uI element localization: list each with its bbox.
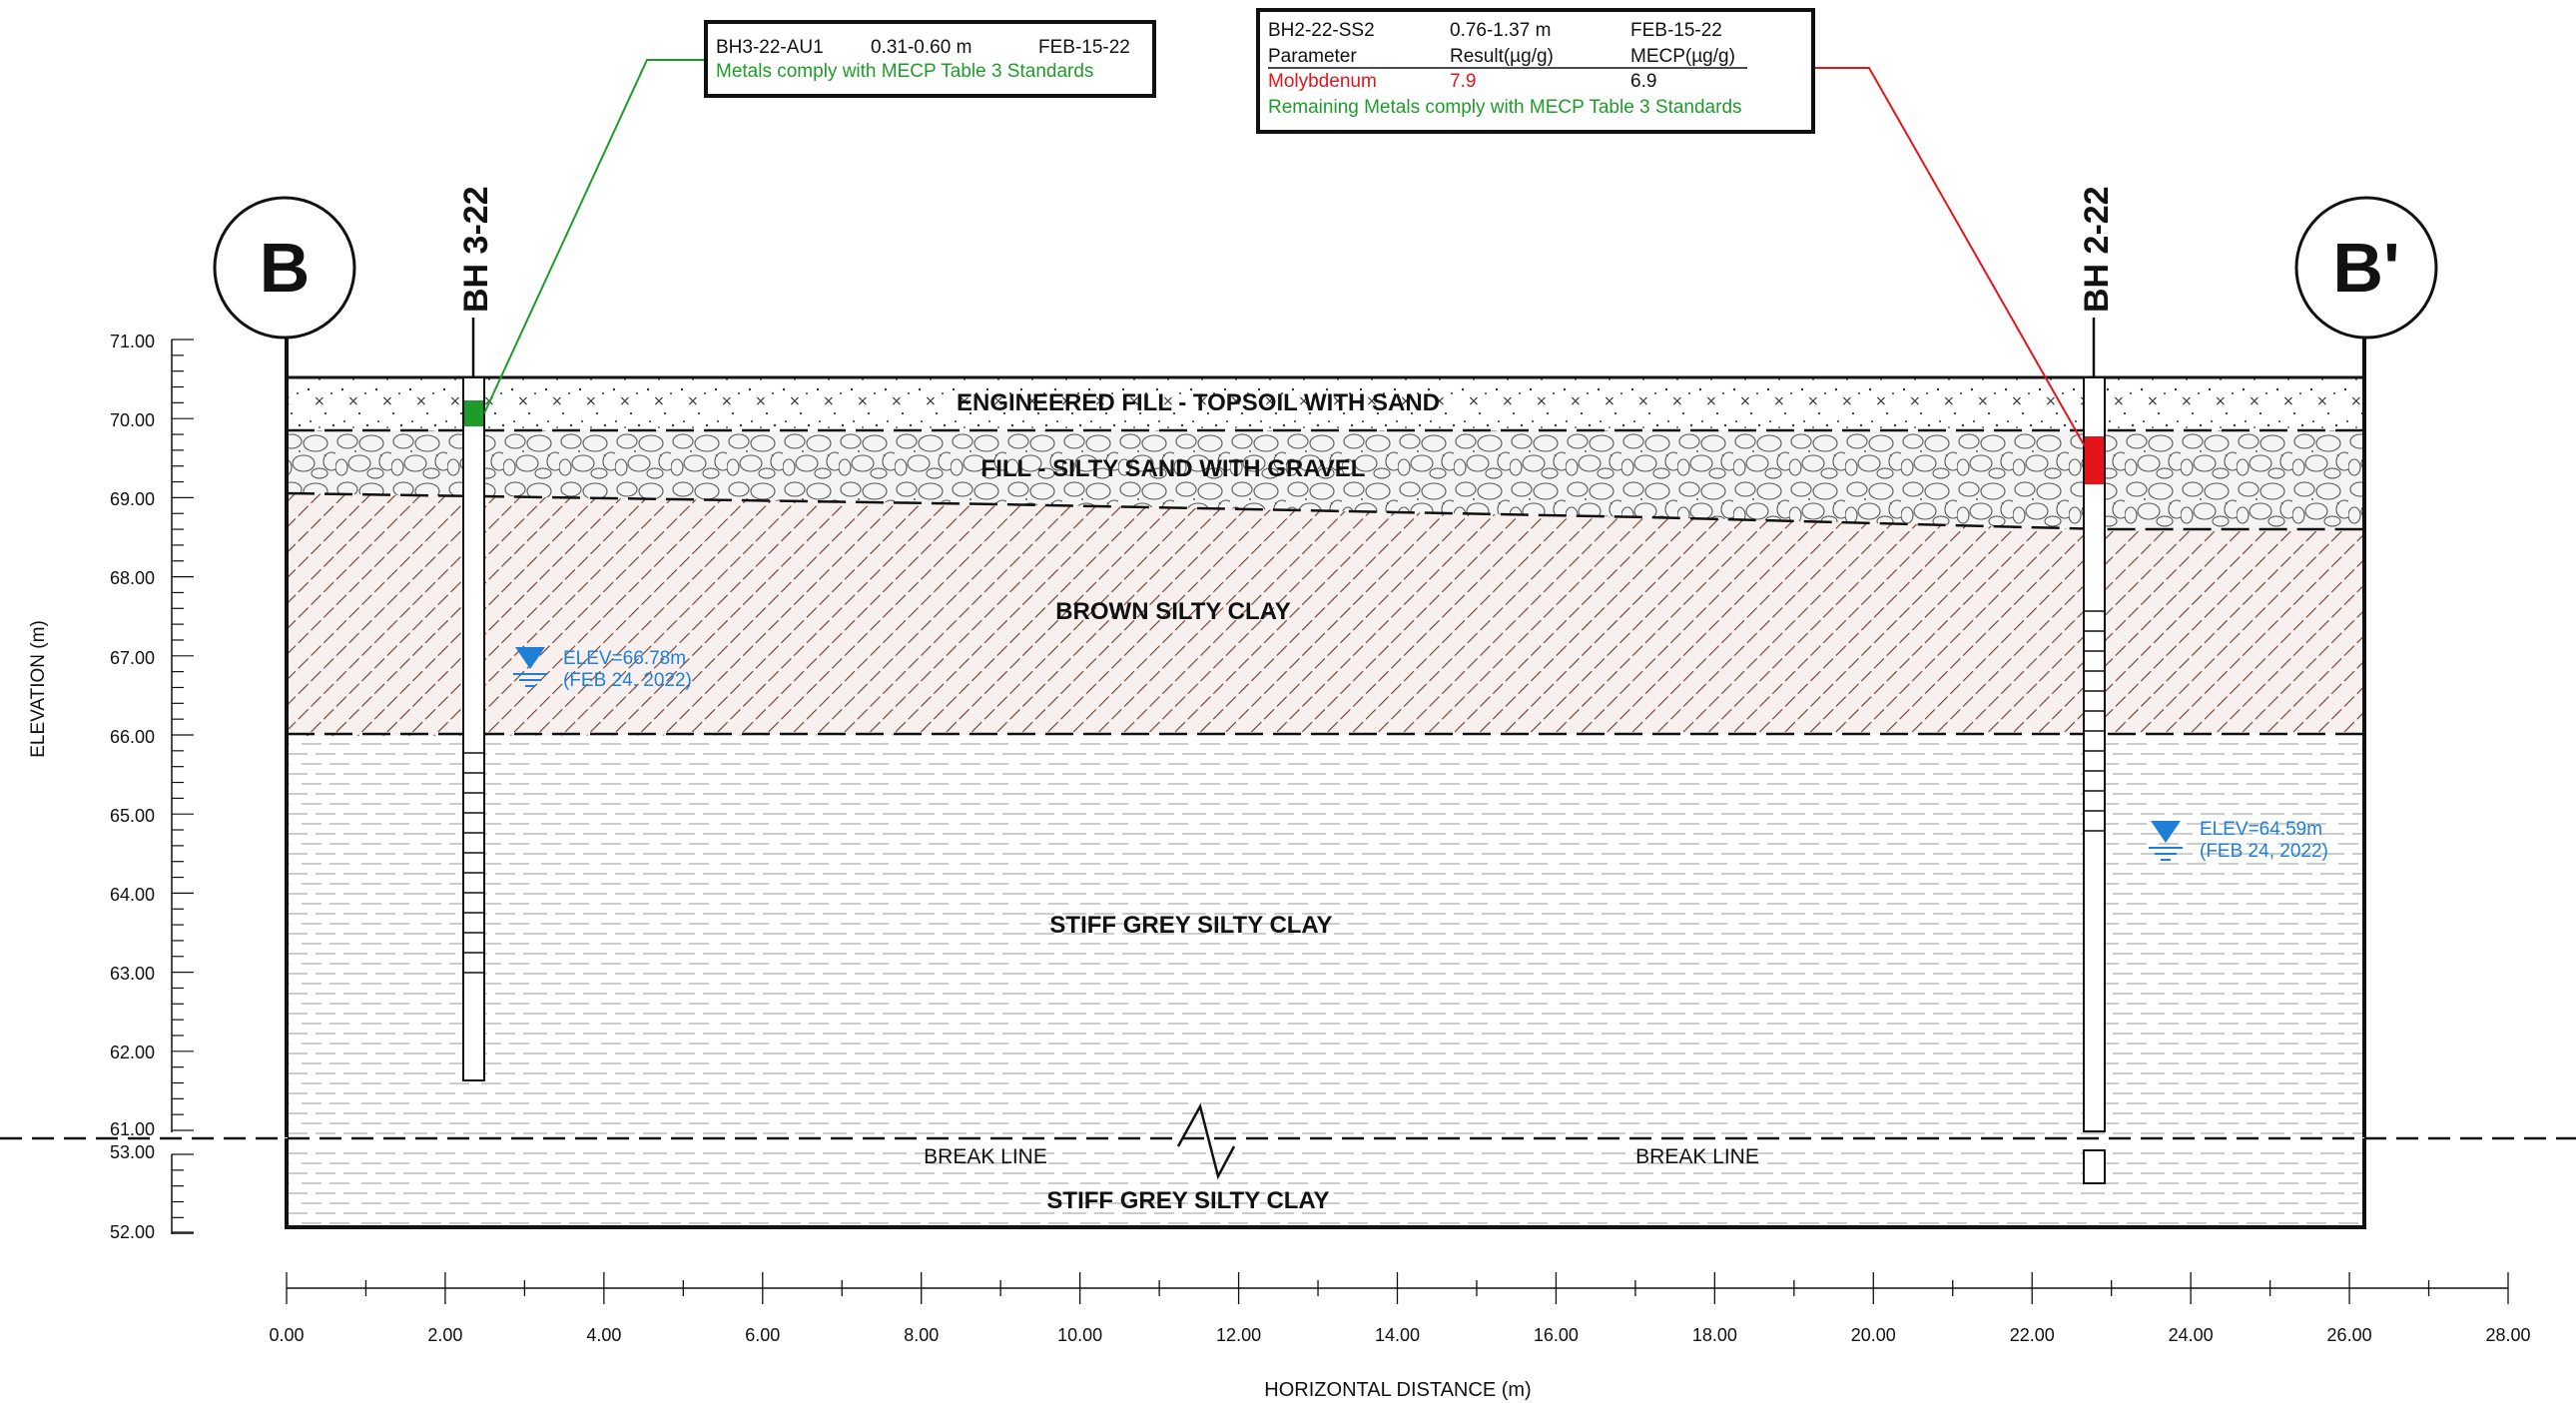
callout-bh2-sample: BH2-22-SS2 <box>1268 20 1375 41</box>
callout-bh2: BH2-22-SS2 0.76-1.37 m FEB-15-22 Paramet… <box>1256 8 1815 134</box>
x-tick-label: 6.00 <box>745 1325 780 1345</box>
x-tick-label: 12.00 <box>1216 1325 1261 1345</box>
callout-bh2-standard: 6.9 <box>1630 71 1656 92</box>
bh2-lower-segment <box>2083 1149 2106 1184</box>
water-level-bh3: ELEV=66.78m (FEB 24, 2022) <box>513 647 692 691</box>
y-axis: 71.00 70.00 69.00 68.00 67.00 66.00 65.0… <box>28 332 194 1242</box>
layer-label-topsoil: ENGINEERED FILL - TOPSOIL WITH SAND <box>957 389 1440 416</box>
water-level-bh3-elev: ELEV=66.78m <box>563 648 686 669</box>
brown-clay-layer <box>287 493 2364 736</box>
x-tick-label: 2.00 <box>427 1325 462 1345</box>
break-symbol <box>1176 1102 1236 1180</box>
x-tick-label: 18.00 <box>1692 1325 1737 1345</box>
borehole-bh3-22 <box>462 318 485 1081</box>
layer-label-brown-clay: BROWN SILTY CLAY <box>1055 598 1291 625</box>
bh2-label: BH 2-22 <box>2078 186 2116 313</box>
callout-bh2-depth: 0.76-1.37 m <box>1450 20 1551 41</box>
y-tick-label: 67.00 <box>110 648 155 668</box>
water-level-bh2-date: (FEB 24, 2022) <box>2200 841 2328 862</box>
y-tick-label: 64.00 <box>110 885 155 905</box>
callout-bh2-param: Molybdenum <box>1268 71 1377 92</box>
boundary-fill-brown <box>286 491 2364 531</box>
bh3-sample-marker <box>464 400 483 426</box>
bh3-label: BH 3-22 <box>457 186 495 313</box>
x-tick-label: 16.00 <box>1534 1325 1579 1345</box>
x-tick-label: 8.00 <box>904 1325 939 1345</box>
x-tick-label: 28.00 <box>2485 1325 2530 1345</box>
water-table-icon <box>2151 821 2181 843</box>
leader-line-bh3 <box>483 59 705 414</box>
callout-bh3: BH3-22-AU1 0.31-0.60 m FEB-15-22 Metals … <box>704 20 1156 98</box>
y-tick-label: 65.00 <box>110 806 155 826</box>
bh3-piezometer-screen <box>463 752 484 974</box>
y-tick-label: 53.00 <box>110 1142 155 1162</box>
y-tick-label: 70.00 <box>110 410 155 430</box>
layer-label-fill: FILL - SILTY SAND WITH GRAVEL <box>981 455 1366 482</box>
callout-bh3-sample: BH3-22-AU1 <box>716 37 824 58</box>
topsoil-layer <box>287 377 2364 430</box>
callout-bh2-result: 7.9 <box>1450 71 1476 92</box>
y-tick-label: 71.00 <box>110 332 155 351</box>
y-axis-title: ELEVATION (m) <box>28 620 49 758</box>
x-tick-label: 24.00 <box>2169 1325 2214 1345</box>
break-gap <box>150 1137 2576 1150</box>
x-axis-title: HORIZONTAL DISTANCE (m) <box>1264 1379 1531 1401</box>
bh2-sample-marker <box>2085 436 2104 484</box>
y-tick-label: 66.00 <box>110 727 155 747</box>
x-tick-label: 14.00 <box>1375 1325 1420 1345</box>
water-level-bh2-elev: ELEV=64.59m <box>2200 819 2322 840</box>
section-marker-left-label: B <box>260 229 311 307</box>
callout-bh2-col1-header: Parameter <box>1268 46 1357 67</box>
callout-bh2-col2-header: Result(µg/g) <box>1450 46 1554 67</box>
y-tick-label: 69.00 <box>110 489 155 509</box>
callout-bh2-date: FEB-15-22 <box>1630 20 1722 41</box>
x-tick-label: 26.00 <box>2327 1325 2372 1345</box>
break-line-label-left: BREAK LINE <box>924 1145 1047 1168</box>
callout-bh3-depth: 0.31-0.60 m <box>871 37 971 58</box>
callout-bh3-note: Metals comply with MECP Table 3 Standard… <box>716 61 1093 82</box>
gravel-fill-layer <box>287 430 2364 529</box>
y-tick-label: 61.00 <box>110 1119 155 1139</box>
borehole-bh2-22 <box>2083 318 2106 1184</box>
callout-bh2-col3-header: MECP(µg/g) <box>1630 46 1735 67</box>
y-tick-label: 63.00 <box>110 964 155 984</box>
layer-label-grey-clay-lower: STIFF GREY SILTY CLAY <box>1046 1187 1329 1214</box>
callout-bh3-date: FEB-15-22 <box>1038 37 1130 58</box>
section-marker-right-label: B' <box>2332 229 2399 307</box>
section-marker-right: B' <box>2294 196 2438 340</box>
x-tick-label: 20.00 <box>1851 1325 1896 1345</box>
x-axis: 0.00 2.00 4.00 6.00 8.00 10.00 12.00 14.00 16.00… <box>269 1272 2531 1401</box>
y-tick-label: 62.00 <box>110 1043 155 1062</box>
break-line-label-right: BREAK LINE <box>1635 1145 1759 1168</box>
water-level-bh2: ELEV=64.59m (FEB 24, 2022) <box>2149 819 2328 862</box>
water-level-bh3-date: (FEB 24, 2022) <box>563 670 692 691</box>
grey-clay-layer-lower <box>287 1150 2364 1228</box>
callout-bh2-note: Remaining Metals comply with MECP Table … <box>1268 97 1742 118</box>
leader-line-bh2 <box>1813 67 2086 447</box>
section-marker-left: B <box>213 196 356 340</box>
bh2-piezometer-screen <box>2084 610 2105 832</box>
x-tick-label: 0.00 <box>269 1325 304 1345</box>
water-table-icon <box>515 647 545 669</box>
x-tick-label: 22.00 <box>2010 1325 2055 1345</box>
x-tick-label: 4.00 <box>586 1325 621 1345</box>
y-tick-label: 52.00 <box>110 1222 155 1242</box>
y-tick-label: 68.00 <box>110 568 155 588</box>
layer-label-grey-clay-upper: STIFF GREY SILTY CLAY <box>1049 912 1332 939</box>
x-tick-label: 10.00 <box>1057 1325 1102 1345</box>
grey-clay-layer-upper <box>287 736 2364 1137</box>
